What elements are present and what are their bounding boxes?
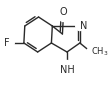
Text: N: N bbox=[80, 21, 87, 31]
Circle shape bbox=[59, 12, 67, 22]
Text: NH: NH bbox=[60, 65, 74, 75]
Text: O: O bbox=[60, 7, 67, 17]
Circle shape bbox=[87, 48, 95, 57]
Circle shape bbox=[76, 22, 84, 31]
Circle shape bbox=[63, 61, 71, 70]
Text: F: F bbox=[5, 38, 10, 48]
Text: CH$_3$: CH$_3$ bbox=[91, 46, 108, 58]
Circle shape bbox=[6, 39, 14, 48]
